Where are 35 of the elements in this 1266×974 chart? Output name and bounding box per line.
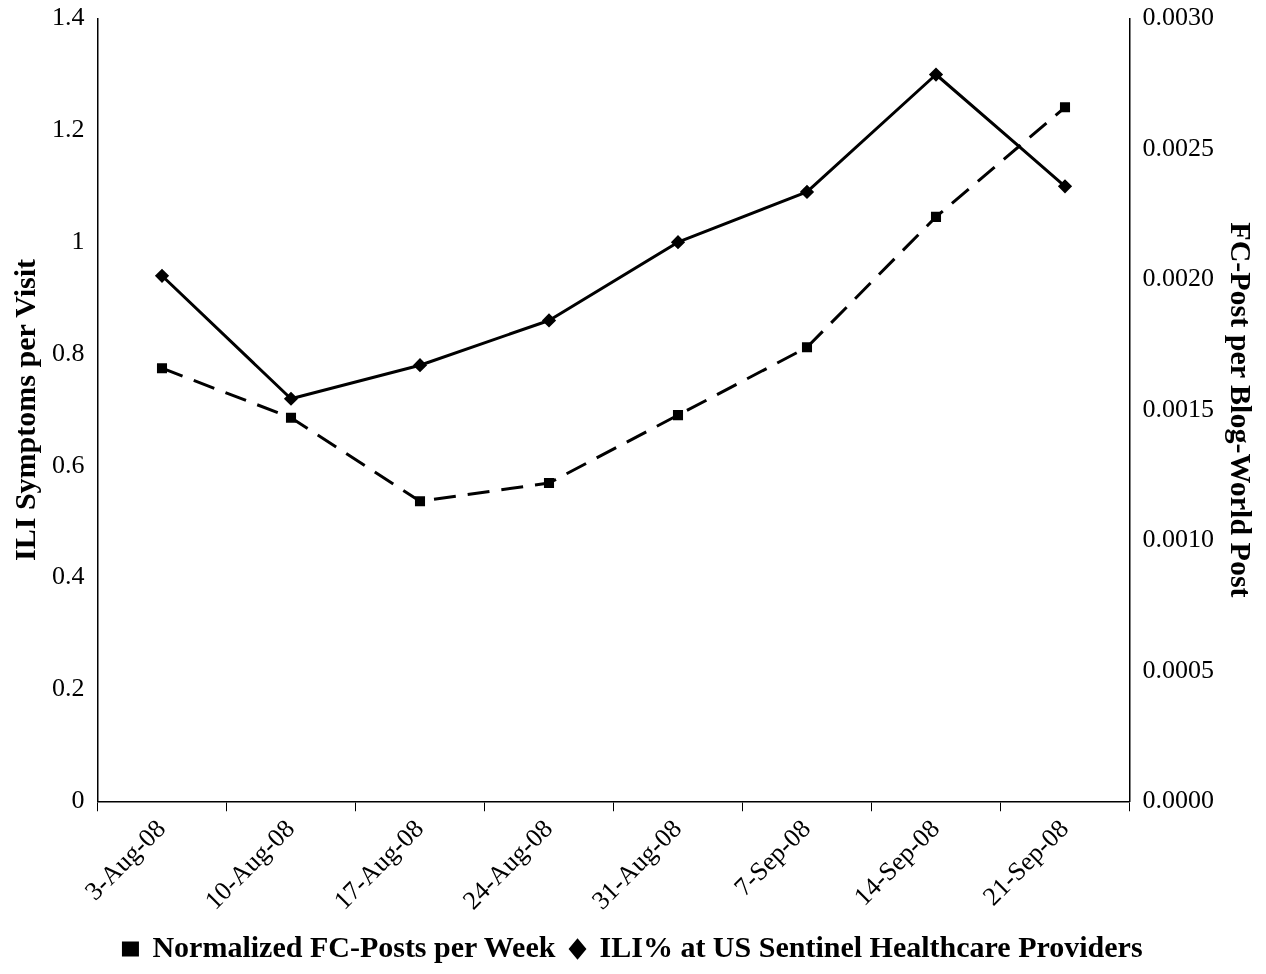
point	[1059, 102, 1071, 113]
legend-label: ILI% at US Sentinel Healthcare Providers	[599, 929, 1143, 963]
y2-tick-label: 0.0025	[1142, 132, 1214, 162]
y2-axis-title: FC-Post per Blog-World Post	[1225, 222, 1259, 598]
point	[1058, 179, 1072, 193]
point	[672, 410, 684, 421]
y-tick-label: 0.6	[52, 449, 85, 479]
y2-tick-label: 0.0005	[1142, 654, 1214, 684]
point	[542, 313, 556, 327]
point	[671, 235, 685, 249]
y-tick-label: 1	[71, 226, 85, 256]
point	[284, 392, 298, 406]
point	[543, 477, 555, 489]
point	[285, 412, 297, 423]
y2-tick-label: 0.0015	[1142, 393, 1214, 423]
y2-tick-label: 0.0030	[1142, 2, 1214, 32]
y-tick-label: 0.4	[52, 561, 85, 591]
y-tick-label: 1.2	[52, 114, 85, 144]
point	[413, 358, 427, 372]
point	[930, 211, 942, 222]
legend-label: Normalized FC-Posts per Week	[152, 929, 556, 963]
y2-tick-label: 0.0000	[1142, 785, 1214, 815]
point	[929, 68, 943, 81]
point	[156, 363, 168, 374]
y-tick-label: 0.8	[52, 337, 85, 367]
y-tick-label: 0	[71, 785, 85, 815]
point	[155, 269, 169, 283]
point	[414, 496, 426, 507]
y-tick-label: 0.2	[52, 673, 85, 703]
y2-tick-label: 0.0020	[1142, 263, 1214, 293]
point	[801, 342, 813, 353]
y-axis-title: ILI Symptoms per Visit	[7, 258, 41, 561]
y-tick-label: 1.4	[52, 2, 85, 32]
point	[800, 185, 814, 199]
y2-tick-label: 0.0010	[1142, 524, 1214, 554]
